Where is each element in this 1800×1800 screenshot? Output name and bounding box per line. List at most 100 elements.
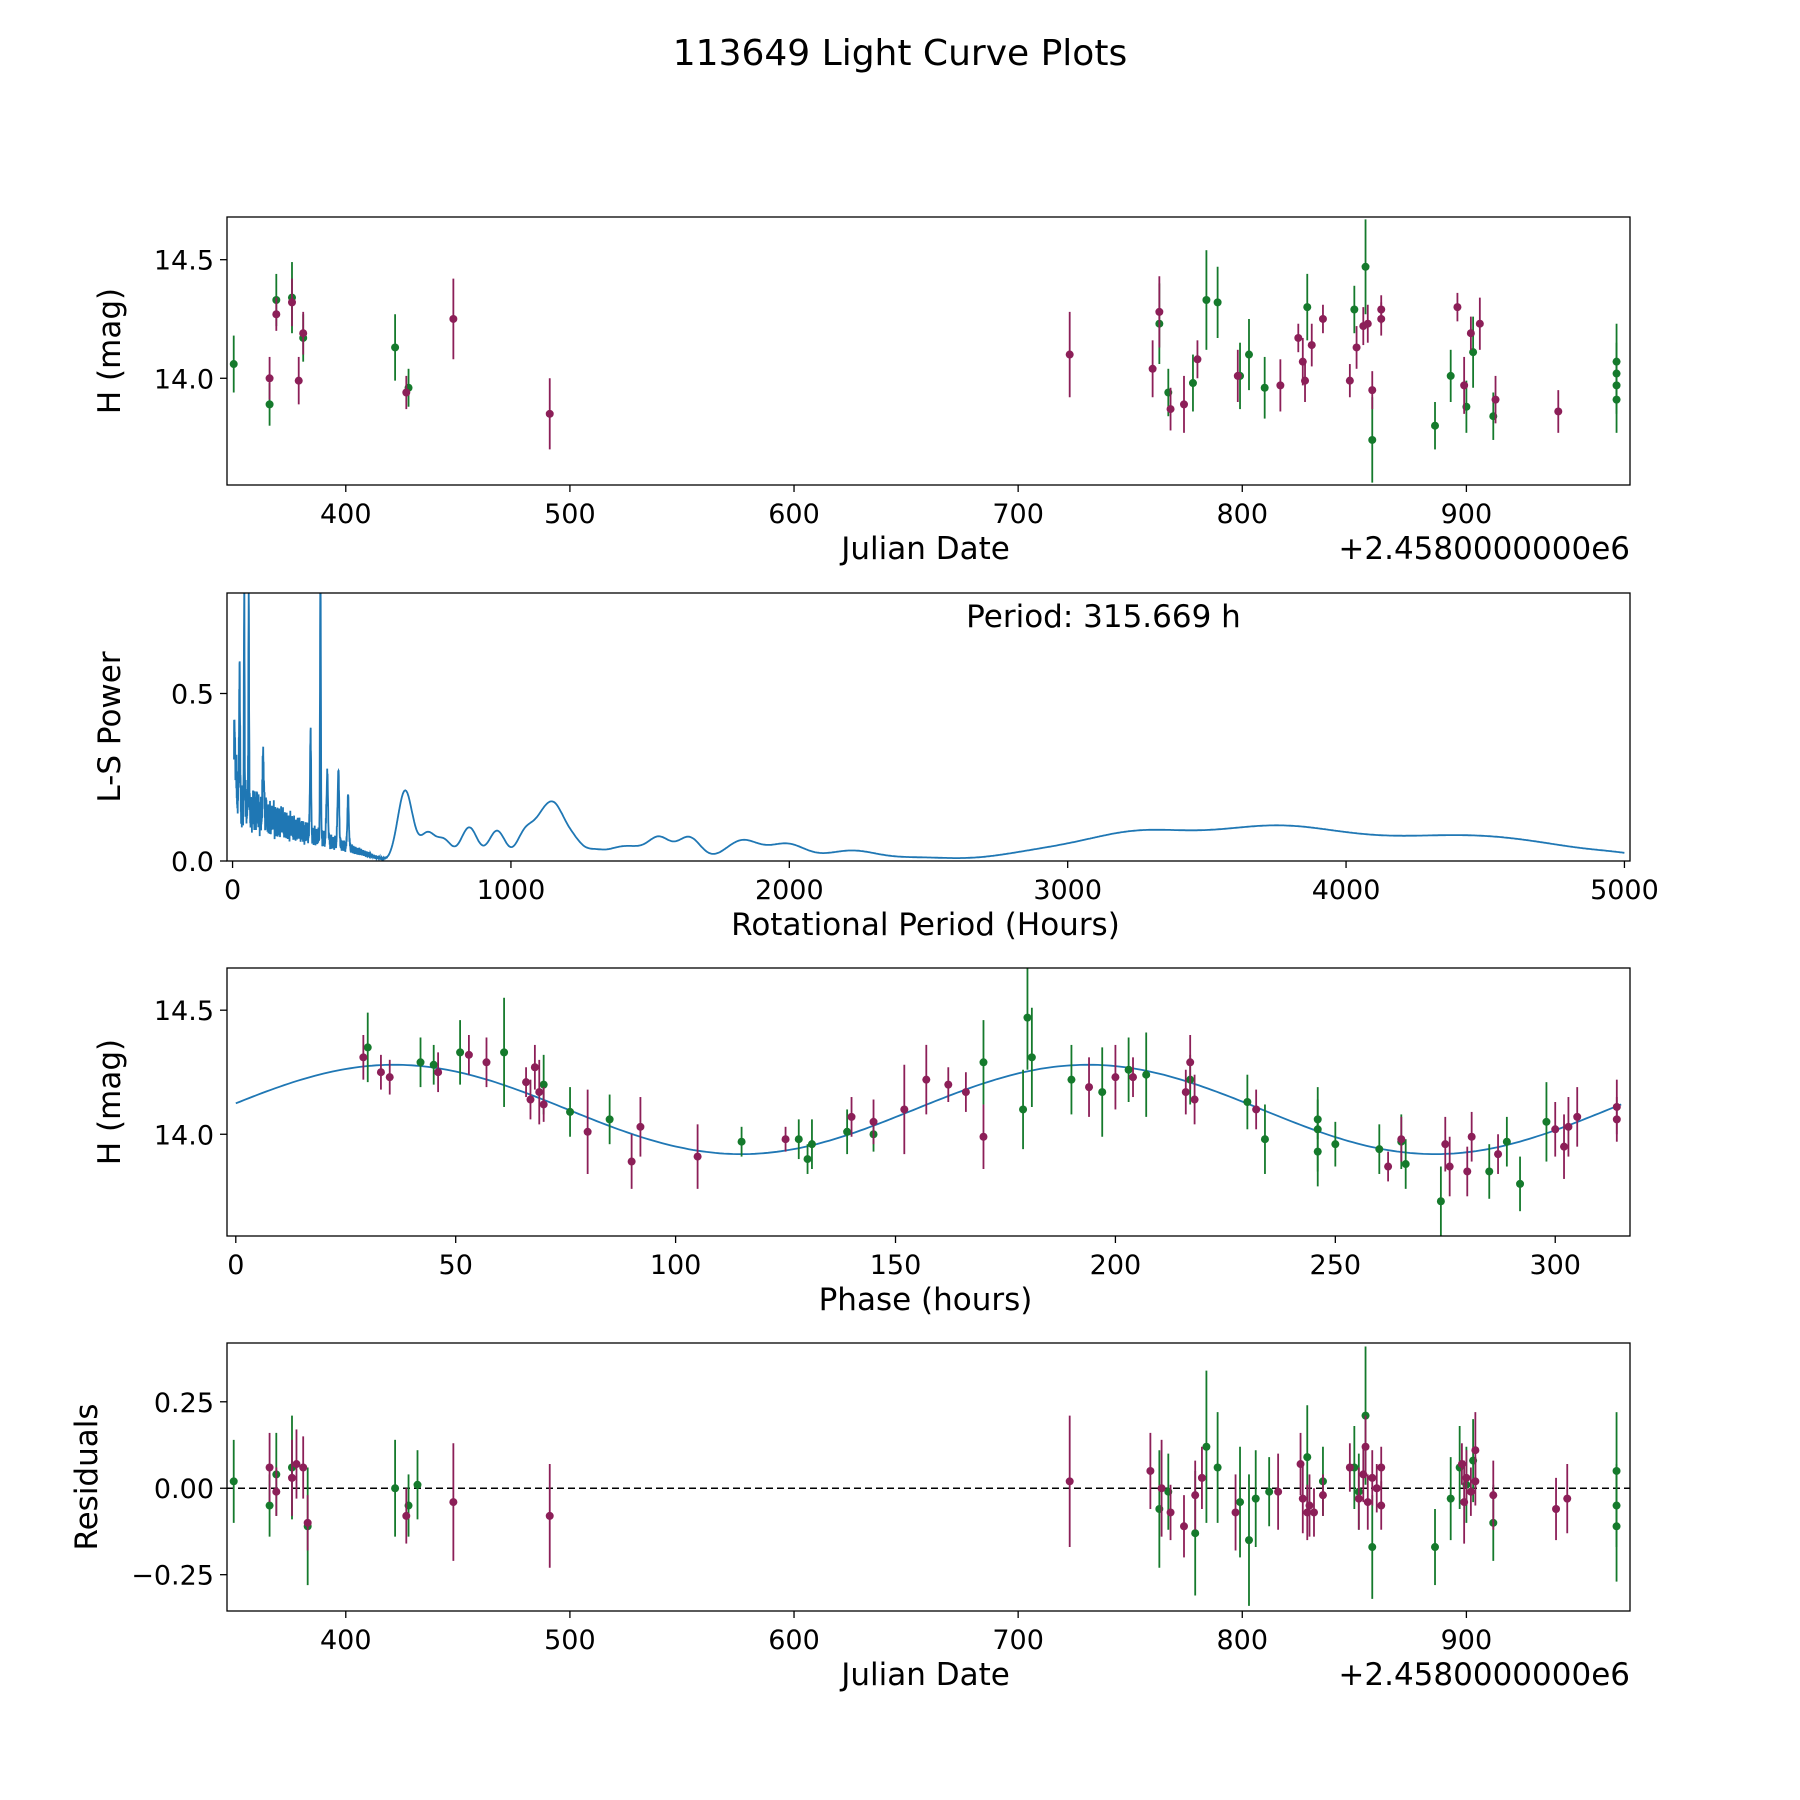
x-tick-label: 300 bbox=[1529, 1250, 1581, 1281]
data-point bbox=[522, 1078, 531, 1087]
data-point bbox=[1179, 1522, 1188, 1531]
data-point bbox=[1213, 298, 1222, 307]
data-point bbox=[539, 1100, 548, 1109]
data-point bbox=[299, 329, 308, 338]
data-point bbox=[1368, 386, 1377, 395]
data-point bbox=[1067, 1075, 1076, 1084]
data-point bbox=[1190, 1095, 1199, 1104]
data-point bbox=[1186, 1058, 1195, 1067]
data-point bbox=[1129, 1073, 1138, 1082]
x-tick-label: 900 bbox=[1441, 499, 1493, 530]
data-point bbox=[1236, 1498, 1245, 1507]
data-point bbox=[1303, 1453, 1312, 1462]
axes-frame bbox=[226, 967, 1631, 1237]
data-point bbox=[1298, 1494, 1307, 1503]
model-fit-curve bbox=[235, 1063, 1622, 1155]
data-point bbox=[847, 1112, 856, 1121]
x-axis-label: Rotational Period (Hours) bbox=[731, 907, 1120, 943]
data-point bbox=[535, 1088, 544, 1097]
data-point bbox=[1350, 305, 1359, 314]
data-point bbox=[482, 1058, 491, 1067]
axes-frame bbox=[226, 216, 1631, 486]
y-axis-label: L-S Power bbox=[92, 651, 128, 802]
data-point bbox=[265, 1501, 274, 1510]
data-point bbox=[1155, 307, 1164, 316]
x-axis-label: Phase (hours) bbox=[819, 1282, 1033, 1318]
data-point bbox=[1560, 1142, 1569, 1151]
data-point bbox=[272, 1487, 281, 1496]
data-point bbox=[979, 1132, 988, 1141]
data-point bbox=[605, 1115, 614, 1124]
data-point bbox=[1554, 407, 1563, 416]
data-point bbox=[385, 1073, 394, 1082]
data-point bbox=[803, 1155, 812, 1164]
data-point bbox=[294, 376, 303, 385]
data-point bbox=[287, 1473, 296, 1482]
data-point bbox=[1377, 1463, 1386, 1472]
x-tick-label: 900 bbox=[1441, 1625, 1493, 1656]
data-point bbox=[391, 1484, 400, 1493]
x-tick-label: 4000 bbox=[1312, 875, 1381, 906]
data-point bbox=[1489, 1491, 1498, 1500]
data-point bbox=[1233, 371, 1242, 380]
x-tick-label: 150 bbox=[870, 1250, 922, 1281]
y-tick-label: 0.0 bbox=[171, 847, 214, 878]
plot-area-lightcurve bbox=[229, 219, 1641, 483]
data-point bbox=[1244, 350, 1253, 359]
data-point bbox=[1313, 1147, 1322, 1156]
data-point bbox=[456, 1048, 465, 1057]
series-green bbox=[229, 1346, 1621, 1606]
data-point bbox=[1475, 319, 1484, 328]
data-point bbox=[1502, 1137, 1511, 1146]
data-point bbox=[583, 1127, 592, 1136]
data-point bbox=[1446, 1494, 1455, 1503]
data-point bbox=[1265, 1487, 1274, 1496]
data-point bbox=[1244, 1536, 1253, 1545]
data-point bbox=[299, 1463, 308, 1472]
data-point bbox=[1466, 329, 1475, 338]
x-axis-label: Julian Date bbox=[839, 531, 1010, 567]
data-point bbox=[1318, 314, 1327, 323]
data-point bbox=[413, 1480, 422, 1489]
data-point bbox=[1384, 1162, 1393, 1171]
data-point bbox=[1542, 1117, 1551, 1126]
y-axis-label: H (mag) bbox=[92, 1039, 128, 1165]
data-point bbox=[1633, 374, 1641, 382]
data-point bbox=[545, 1511, 554, 1520]
data-point bbox=[1552, 1504, 1561, 1513]
data-point bbox=[1368, 1543, 1377, 1552]
data-point bbox=[1157, 1484, 1166, 1493]
data-point bbox=[1431, 1543, 1440, 1552]
data-point bbox=[1181, 1088, 1190, 1097]
y-tick-label: 14.5 bbox=[154, 246, 214, 277]
data-point bbox=[1166, 405, 1175, 414]
data-point bbox=[1368, 435, 1377, 444]
y-tick-label: 0.5 bbox=[171, 680, 214, 711]
data-point bbox=[1345, 1463, 1354, 1472]
data-point bbox=[1085, 1083, 1094, 1092]
data-point bbox=[566, 1107, 575, 1116]
data-point bbox=[1294, 333, 1303, 342]
data-point bbox=[1612, 1522, 1621, 1531]
data-point bbox=[1445, 1162, 1454, 1171]
data-point bbox=[449, 1498, 458, 1507]
data-point bbox=[807, 1140, 816, 1149]
data-point bbox=[530, 1063, 539, 1072]
data-point bbox=[1260, 1135, 1269, 1144]
x-tick-label: 1000 bbox=[477, 875, 546, 906]
y-tick-label: 0.00 bbox=[154, 1474, 214, 1505]
data-point bbox=[1363, 319, 1372, 328]
axes-frame bbox=[226, 592, 1631, 862]
data-point bbox=[1274, 1487, 1283, 1496]
data-point bbox=[1124, 1065, 1133, 1074]
data-point bbox=[1354, 1494, 1363, 1503]
x-tick-label: 800 bbox=[1216, 499, 1268, 530]
data-point bbox=[1331, 1140, 1340, 1149]
periodogram-line bbox=[233, 593, 1625, 861]
x-tick-label: 100 bbox=[650, 1250, 702, 1281]
data-point bbox=[464, 1050, 473, 1059]
data-point bbox=[1019, 1105, 1028, 1114]
data-point bbox=[1491, 395, 1500, 404]
data-point bbox=[429, 1060, 438, 1069]
data-point bbox=[1551, 1125, 1560, 1134]
